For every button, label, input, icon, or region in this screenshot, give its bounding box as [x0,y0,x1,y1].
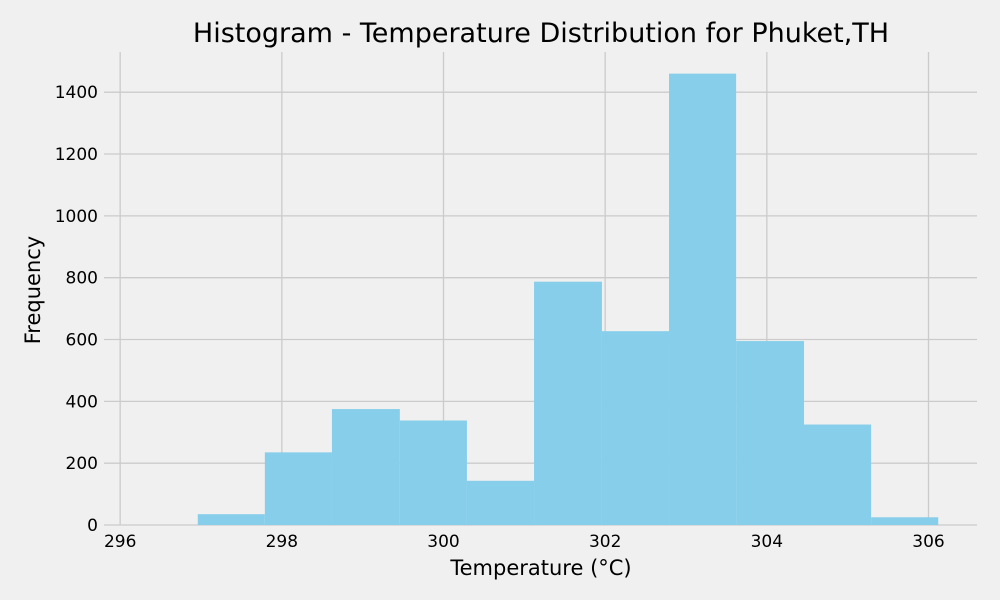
histogram-bar-2 [264,452,332,525]
histogram-bar-4 [399,420,467,525]
x-tick-label: 306 [912,532,944,552]
x-tick-labels: 296 298 300 302 304 306 [104,532,945,552]
y-tick-label: 800 [66,269,98,289]
histogram-bar-6 [534,281,602,525]
y-tick-label: 200 [66,454,98,474]
y-tick-label: 400 [66,392,98,412]
y-tick-label: 1000 [55,207,98,227]
histogram-bar-10 [804,424,872,525]
y-tick-label: 0 [87,516,98,536]
y-tick-label: 1200 [55,145,98,165]
histogram-bars [197,73,939,525]
y-tick-label: 1400 [55,83,98,103]
chart-title: Histogram - Temperature Distribution for… [193,18,889,49]
histogram-bar-3 [331,409,400,525]
y-axis-label: Frequency [21,236,45,345]
x-tick-label: 304 [751,532,783,552]
y-tick-labels: 0 200 400 600 800 1000 1200 1400 [55,83,98,536]
x-tick-label: 298 [266,532,298,552]
histogram-bar-5 [466,480,535,525]
histogram-bar-7 [601,331,670,525]
x-tick-label: 302 [589,532,621,552]
x-axis-label: Temperature (°C) [449,556,631,580]
y-tick-label: 600 [66,331,98,351]
histogram-bar-9 [736,341,805,525]
histogram-bar-8 [669,73,737,525]
histogram-bar-1 [197,514,265,525]
histogram-bar-11 [871,517,939,525]
x-tick-label: 300 [427,532,459,552]
x-tick-label: 296 [104,532,136,552]
